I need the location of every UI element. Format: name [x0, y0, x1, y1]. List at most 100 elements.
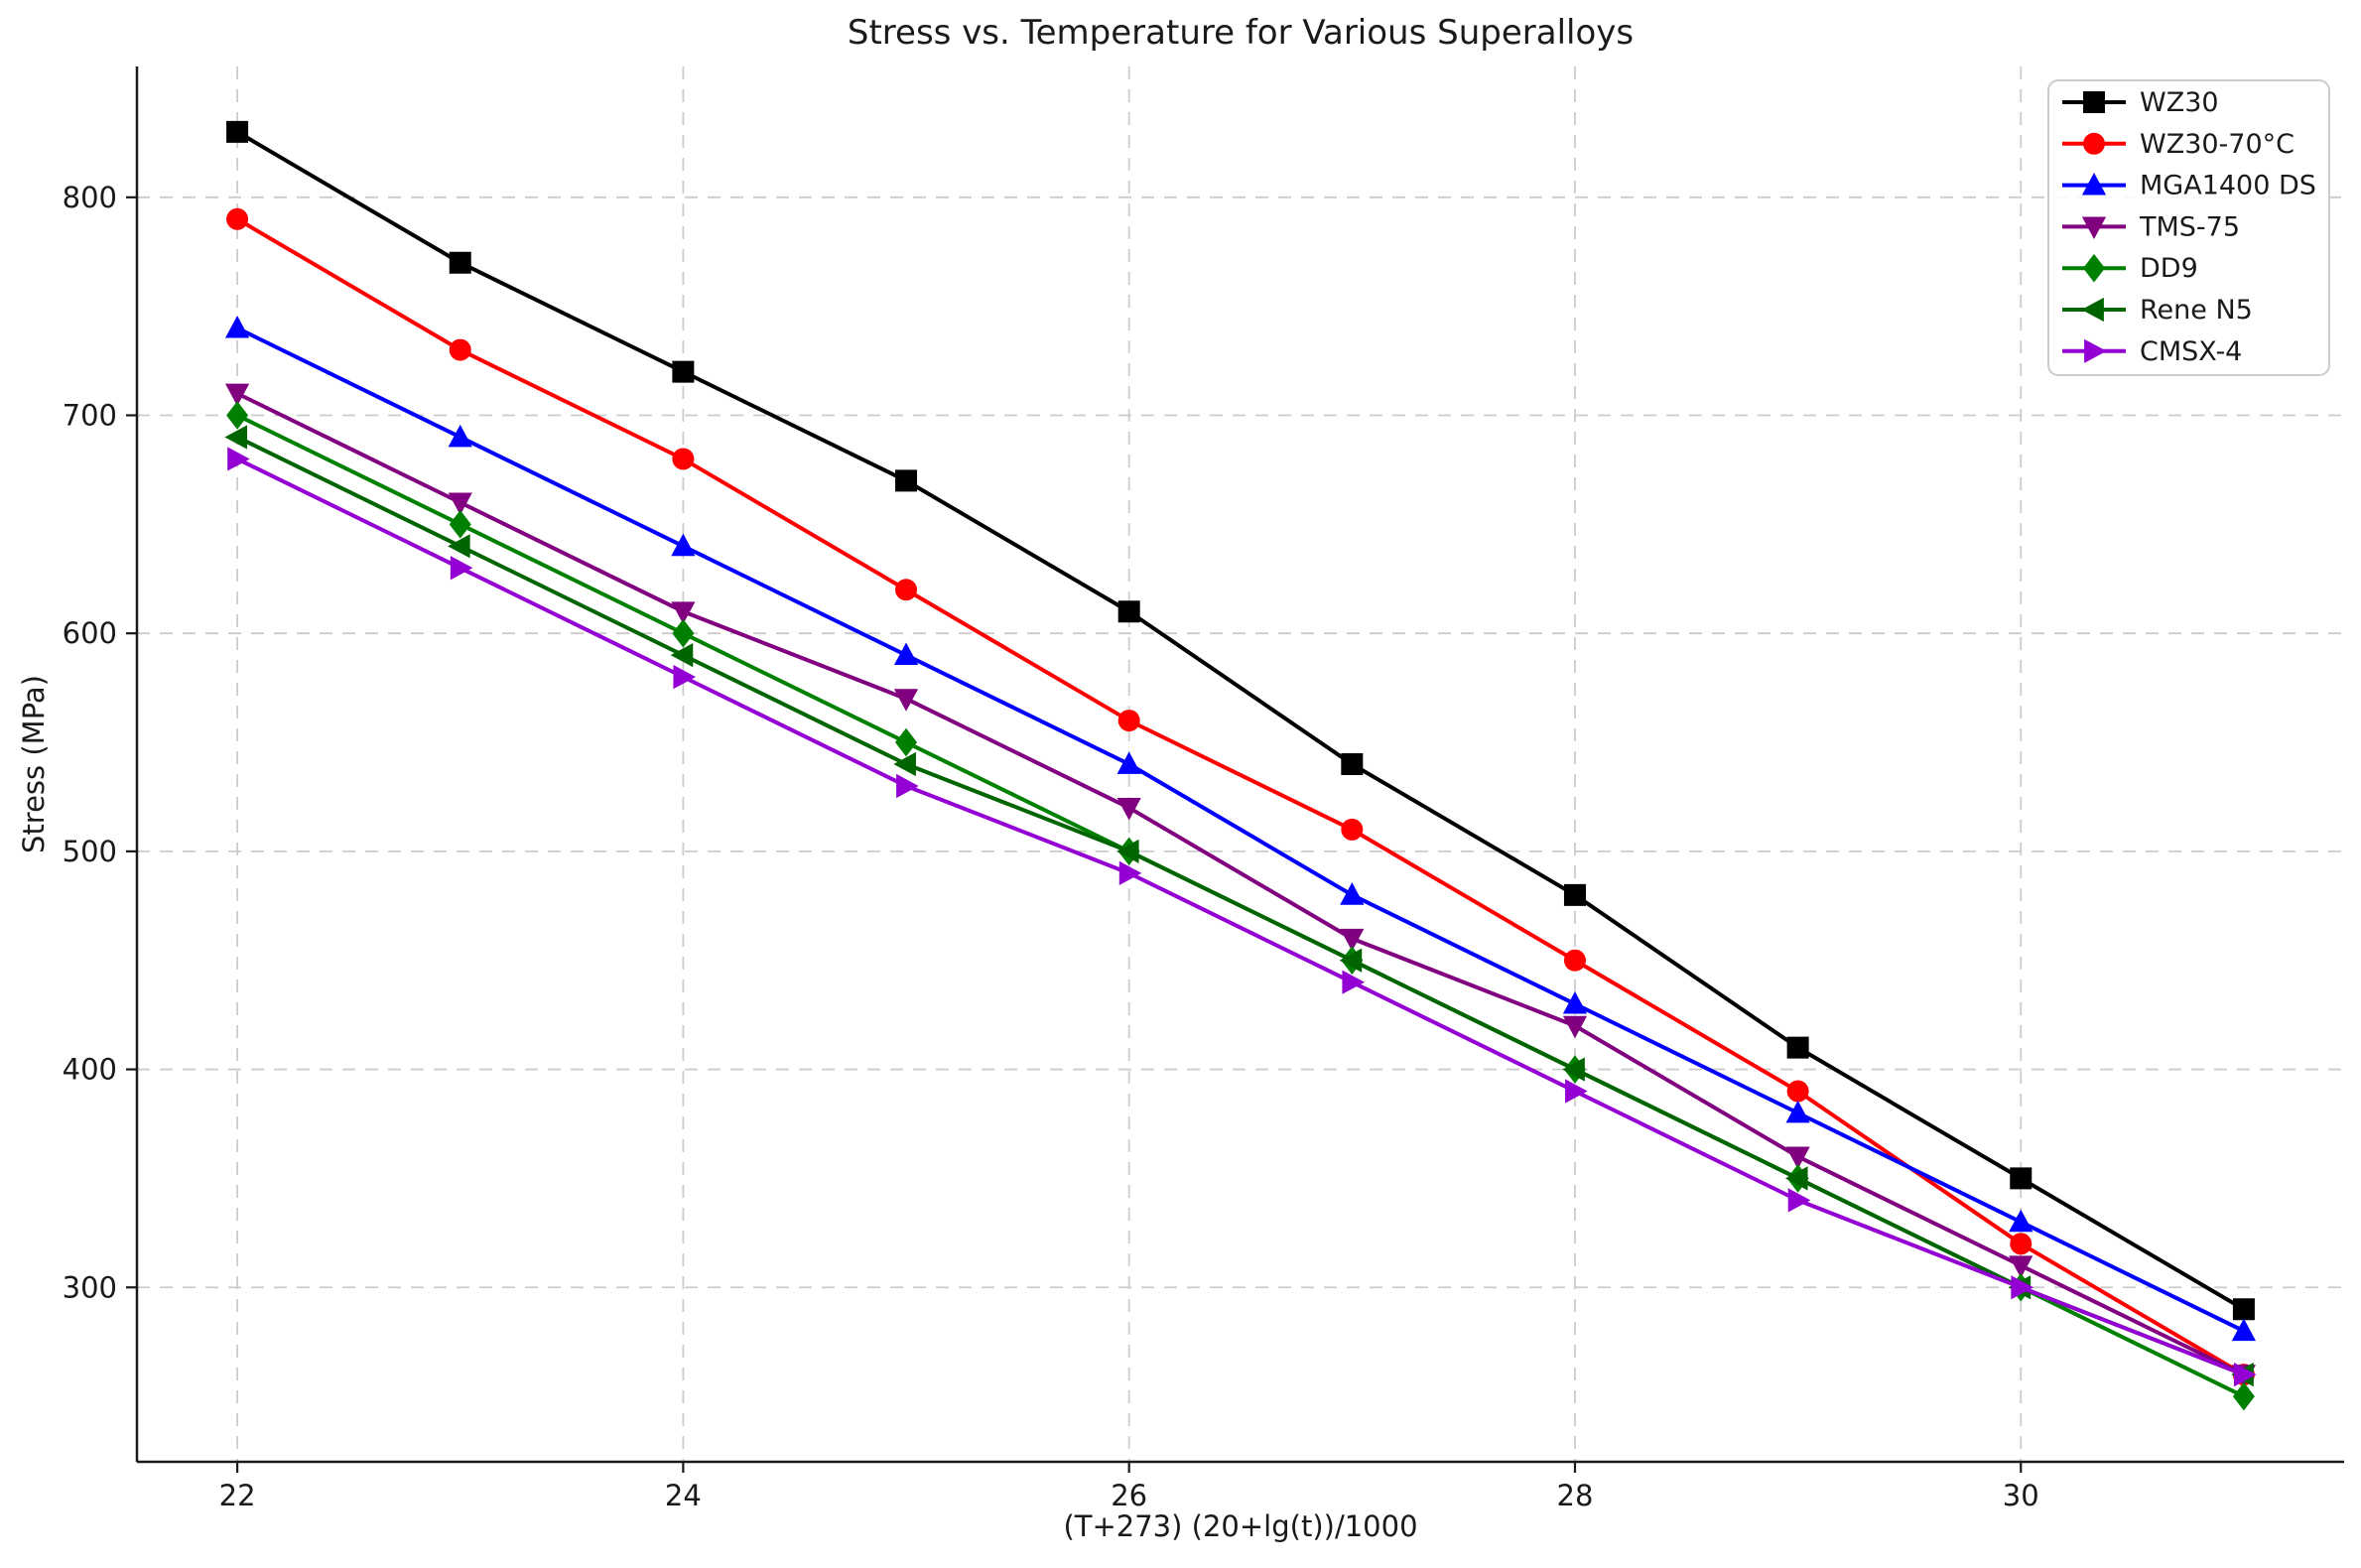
marker-wz30-70-c	[1563, 949, 1586, 972]
marker-wz30-70-c	[2010, 1233, 2033, 1255]
marker-cmsx-4	[1118, 860, 1142, 885]
legend-marker-cmsx-4	[2084, 338, 2107, 363]
legend-item-wz30: WZ30	[2062, 87, 2219, 118]
legend-item-rene-n5: Rene N5	[2062, 295, 2253, 326]
marker-tms-75	[448, 492, 472, 516]
marker-wz30-70-c	[672, 448, 695, 470]
legend-marker-wz30-70-c	[2083, 132, 2105, 155]
marker-rene-n5	[1116, 839, 1139, 863]
marker-wz30	[449, 251, 471, 274]
marker-wz30	[226, 120, 249, 143]
legend-label-dd9: DD9	[2140, 253, 2198, 284]
marker-tms-75	[671, 601, 696, 624]
y-axis-label: Stress (MPa)	[17, 675, 51, 853]
legend-item-wz30-70-c: WZ30-70°C	[2062, 129, 2295, 160]
marker-wz30-70-c	[449, 338, 471, 361]
marker-cmsx-4	[227, 447, 250, 471]
marker-cmsx-4	[1565, 1079, 1588, 1104]
legend-marker-mga1400-ds	[2081, 172, 2107, 196]
marker-cmsx-4	[2234, 1363, 2257, 1387]
axes: 22 24 26 28 30 300 400 500 600 700 800	[63, 66, 2344, 1512]
legend-marker-rene-n5	[2081, 297, 2104, 323]
marker-mga1400-ds	[448, 424, 472, 448]
legend-label-tms-75: TMS-75	[2139, 211, 2240, 242]
marker-cmsx-4	[896, 773, 919, 799]
marker-wz30	[2010, 1167, 2033, 1190]
marker-dd9	[449, 510, 471, 539]
marker-rene-n5	[1339, 948, 1363, 973]
marker-mga1400-ds	[1562, 991, 1588, 1014]
marker-wz30	[895, 469, 918, 492]
marker-wz30-70-c	[1786, 1080, 1809, 1103]
marker-dd9	[226, 401, 249, 430]
legend-box	[2047, 79, 2330, 376]
marker-rene-n5	[1562, 1057, 1585, 1082]
series-line-mga1400-ds	[236, 326, 2245, 1333]
legend-label-wz30: WZ30	[2140, 87, 2219, 118]
x-tick-label: 28	[1557, 1479, 1594, 1512]
series-line-rene-n5	[236, 435, 2245, 1376]
series-line-tms-75	[236, 391, 2245, 1376]
marker-mga1400-ds	[2009, 1209, 2033, 1233]
marker-wz30	[672, 360, 695, 383]
y-tick-label: 600	[63, 616, 117, 650]
x-tick-label: 30	[2003, 1479, 2039, 1512]
legend-label-wz30-70-c: WZ30-70°C	[2140, 129, 2295, 160]
marker-mga1400-ds	[893, 642, 919, 666]
marker-wz30	[1563, 883, 1586, 906]
marker-wz30-70-c	[895, 579, 918, 601]
series-line-wz30-70-c	[236, 217, 2245, 1376]
y-tick-label: 500	[63, 835, 117, 868]
marker-dd9	[672, 618, 695, 648]
x-axis-label: (T+273) (20+lg(t))/1000	[1063, 1509, 1417, 1543]
marker-cmsx-4	[450, 556, 473, 581]
marker-tms-75	[1116, 798, 1141, 821]
marker-dd9	[895, 727, 918, 757]
marker-mga1400-ds	[1340, 882, 1365, 905]
series-line-cmsx-4	[236, 457, 2245, 1376]
marker-wz30	[1786, 1036, 1809, 1059]
marker-mga1400-ds	[671, 533, 696, 557]
marker-cmsx-4	[2011, 1275, 2033, 1300]
gridlines	[137, 66, 2344, 1462]
legend-marker-tms-75	[2081, 216, 2107, 240]
marker-rene-n5	[670, 643, 694, 668]
marker-rene-n5	[1784, 1166, 1808, 1191]
marker-tms-75	[224, 383, 250, 407]
marker-wz30-70-c	[1117, 710, 1140, 732]
marker-tms-75	[1340, 928, 1365, 952]
marker-cmsx-4	[1787, 1188, 1811, 1213]
chart-title: Stress vs. Temperature for Various Super…	[848, 13, 1634, 53]
marker-mga1400-ds	[1785, 1100, 1810, 1123]
y-tick-label: 300	[63, 1270, 117, 1304]
marker-wz30	[1341, 753, 1364, 775]
marker-mga1400-ds	[224, 315, 250, 338]
legend-item-mga1400-ds: MGA1400 DS	[2062, 171, 2316, 201]
x-tick-label: 26	[1111, 1479, 1147, 1512]
legend-marker-wz30	[2083, 91, 2105, 113]
marker-cmsx-4	[673, 665, 697, 690]
marker-rene-n5	[224, 425, 247, 450]
marker-tms-75	[2009, 1255, 2033, 1278]
x-tick-label: 24	[665, 1479, 702, 1512]
marker-wz30	[1117, 600, 1140, 623]
marker-mga1400-ds	[1116, 751, 1141, 774]
legend-label-mga1400-ds: MGA1400 DS	[2140, 171, 2316, 201]
marker-rene-n5	[893, 751, 916, 777]
marker-mga1400-ds	[2231, 1318, 2257, 1342]
y-tick-label: 800	[63, 181, 117, 214]
marker-tms-75	[893, 689, 919, 712]
marker-wz30	[2232, 1298, 2255, 1321]
legend: WZ30 WZ30-70°C MGA1400 DS TMS-75 DD9 Rene N5 C…	[2047, 79, 2330, 376]
x-tick-label: 22	[219, 1479, 256, 1512]
marker-rene-n5	[448, 534, 470, 559]
series-line-wz30	[236, 130, 2245, 1311]
y-tick-label: 400	[63, 1053, 117, 1087]
legend-item-tms-75: TMS-75	[2062, 211, 2240, 242]
legend-label-cmsx-4: CMSX-4	[2140, 336, 2242, 367]
marker-wz30-70-c	[1341, 818, 1364, 841]
marker-tms-75	[1562, 1015, 1588, 1039]
series	[224, 120, 2257, 1411]
